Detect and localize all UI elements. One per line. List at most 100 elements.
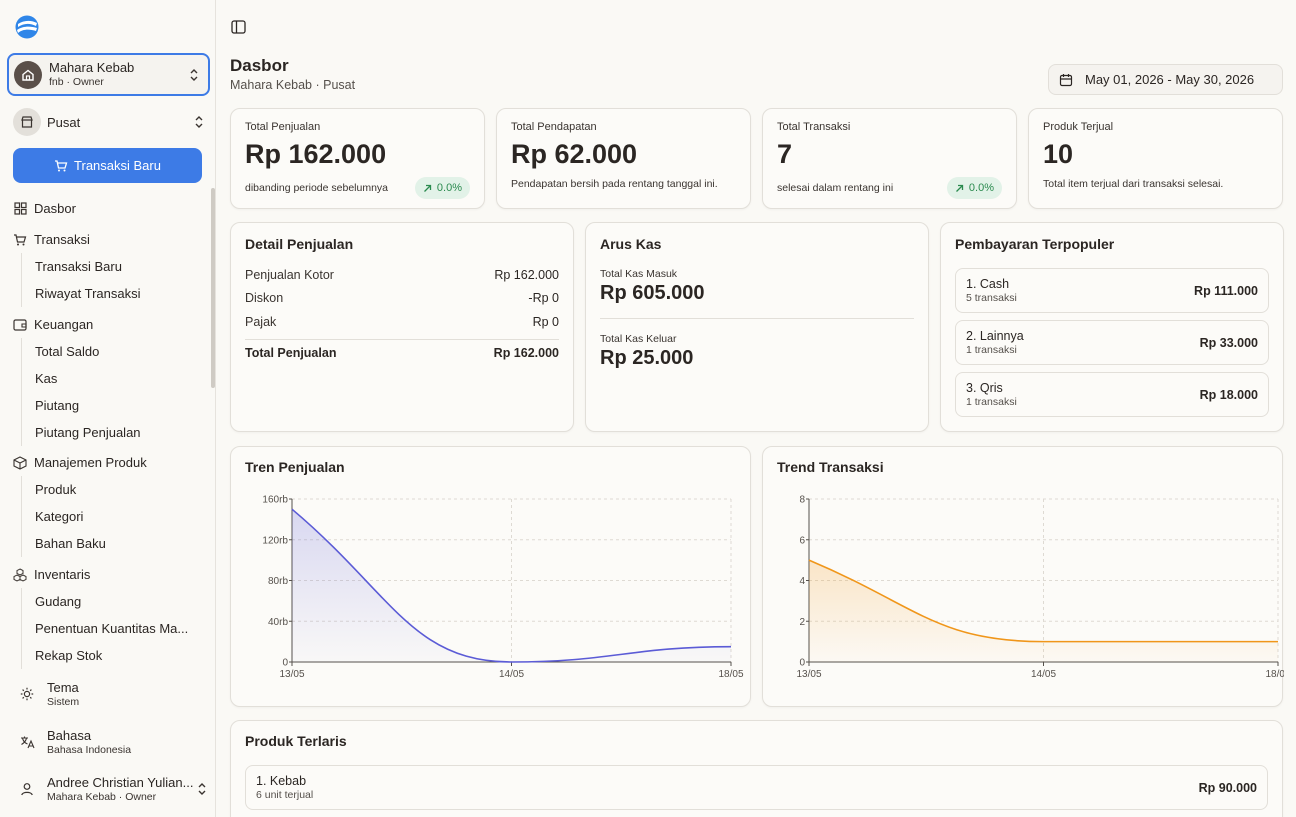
payment-item[interactable]: 3. Qris 1 transaksi Rp 18.000	[955, 372, 1269, 417]
nav-sub-item[interactable]: Piutang Penjualan	[35, 425, 141, 440]
series-area	[809, 560, 1278, 662]
cart-icon	[55, 159, 68, 171]
product-name: 1. Kebab	[256, 774, 307, 788]
translate-icon	[18, 735, 36, 749]
language-menu[interactable]: Bahasa Bahasa Indonesia	[18, 728, 208, 756]
nav-item-keuangan[interactable]: Keuangan	[0, 311, 212, 338]
branch-switcher[interactable]: Pusat	[13, 108, 205, 136]
x-tick-label: 13/05	[279, 669, 304, 680]
home-icon	[14, 60, 42, 89]
stat-value: Rp 162.000	[245, 139, 387, 169]
chevron-updown-icon	[195, 116, 203, 128]
nav-sub-item[interactable]: Transaksi Baru	[35, 259, 122, 274]
series-area	[292, 509, 731, 662]
nav-sub-item[interactable]: Produk	[35, 482, 77, 497]
product-item[interactable]: 1. Kebab 6 unit terjual Rp 90.000	[245, 765, 1268, 810]
org-name: Mahara Kebab	[49, 60, 135, 75]
cash-out-value: Rp 25.000	[600, 347, 694, 369]
box-icon	[13, 455, 27, 470]
nav-item-dasbor[interactable]: Dasbor	[0, 195, 212, 222]
y-tick-label: 4	[799, 576, 805, 587]
boxes-icon	[13, 567, 27, 582]
sidebar-nav: Dasbor Transaksi Transaksi Baru Riwayat …	[0, 195, 212, 669]
cart-icon	[13, 233, 27, 247]
x-tick-label: 13/05	[796, 669, 821, 680]
date-range-label: May 01, 2026 - May 30, 2026	[1085, 72, 1255, 87]
sales-trend-chart-card: Tren Penjualan 0 40rb 80rb 120rb 160rb 13/05 1…	[230, 446, 751, 707]
nav-label: Keuangan	[34, 317, 94, 332]
row-label: Diskon	[245, 291, 284, 305]
branch-name: Pusat	[47, 114, 81, 130]
language-title: Bahasa	[47, 728, 92, 743]
card-title: Arus Kas	[600, 236, 662, 252]
top-payments-card: Pembayaran Terpopuler 1. Cash 5 transaksi…	[940, 222, 1284, 432]
chevron-updown-icon	[190, 68, 198, 81]
nav-sub-item[interactable]: Riwayat Transaksi	[35, 286, 141, 301]
theme-value: Sistem	[47, 695, 80, 708]
payment-count: 1 transaksi	[966, 396, 1017, 408]
payment-count: 5 transaksi	[966, 292, 1017, 304]
stat-note: selesai dalam rentang ini	[777, 182, 894, 194]
nav-sub-item[interactable]: Penentuan Kuantitas Ma...	[35, 621, 189, 636]
user-menu[interactable]: Andree Christian Yulian... Mahara Kebab …	[18, 776, 208, 803]
date-range-picker[interactable]: May 01, 2026 - May 30, 2026	[1048, 64, 1283, 95]
sidebar-toggle-icon[interactable]	[231, 20, 246, 34]
nav-label: Transaksi	[34, 232, 90, 247]
sales-detail-row: Penjualan Kotor Rp 162.000	[245, 268, 559, 282]
y-tick-label: 80rb	[268, 576, 288, 587]
cash-in-label: Total Kas Masuk	[600, 268, 678, 280]
nav-sub-item[interactable]: Total Saldo	[35, 344, 100, 359]
nav-item-manajemen-produk[interactable]: Manajemen Produk	[0, 449, 212, 476]
payment-item[interactable]: 1. Cash 5 transaksi Rp 111.000	[955, 268, 1269, 313]
nav-sub-item[interactable]: Gudang	[35, 594, 82, 609]
org-switcher[interactable]: Mahara Kebab fnb · Owner	[7, 53, 210, 96]
divider	[245, 339, 559, 340]
payment-count: 1 transaksi	[966, 344, 1017, 356]
nav-sub-item[interactable]: Rekap Stok	[35, 648, 103, 663]
stat-label: Total Transaksi	[777, 121, 851, 133]
theme-title: Tema	[47, 680, 79, 695]
divider	[600, 318, 914, 319]
sidebar-scrollbar[interactable]	[211, 188, 215, 388]
payment-value: Rp 18.000	[1199, 387, 1258, 402]
nav-sub-item[interactable]: Piutang	[35, 398, 80, 413]
stat-card-total-penjualan: Total Penjualan Rp 162.000 dibanding per…	[230, 108, 485, 209]
nav-label: Dasbor	[34, 201, 76, 216]
x-tick-label: 18/05	[718, 669, 743, 680]
nav-sub-item[interactable]: Bahan Baku	[35, 536, 106, 551]
stat-value: 7	[777, 139, 793, 169]
payment-name: 3. Qris	[966, 381, 1003, 395]
nav-sub-item[interactable]: Kas	[35, 371, 58, 386]
page-title: Dasbor	[230, 56, 289, 75]
y-tick-label: 0	[282, 658, 288, 669]
x-tick-label: 14/05	[499, 669, 524, 680]
transaction-trend-chart-card: Trend Transaksi 0 2 4 6 8 13/05 14/05 18/05	[762, 446, 1284, 707]
row-value: Rp 162.000	[494, 268, 559, 282]
y-tick-label: 6	[799, 535, 805, 546]
sales-detail-card: Detail Penjualan Penjualan Kotor Rp 162.0…	[230, 222, 574, 432]
card-title: Detail Penjualan	[245, 236, 354, 252]
nav-item-transaksi[interactable]: Transaksi	[0, 226, 212, 253]
y-tick-label: 40rb	[268, 617, 288, 628]
arrow-up-right-icon	[423, 184, 432, 192]
app-logo-icon[interactable]	[14, 14, 40, 40]
nav-label: Inventaris	[34, 567, 91, 582]
new-transaction-label: Transaksi Baru	[74, 158, 161, 173]
y-tick-label: 160rb	[262, 495, 288, 506]
y-tick-label: 120rb	[262, 535, 288, 546]
new-transaction-button[interactable]: Transaksi Baru	[13, 148, 202, 183]
payment-item[interactable]: 2. Lainnya 1 transaksi Rp 33.000	[955, 320, 1269, 365]
stat-card-total-transaksi: Total Transaksi 7 selesai dalam rentang …	[762, 108, 1017, 209]
user-name: Andree Christian Yulian...	[47, 776, 194, 790]
stat-label: Total Penjualan	[245, 121, 321, 133]
nav-item-inventaris[interactable]: Inventaris	[0, 561, 212, 588]
series-line	[291, 508, 732, 663]
store-icon	[13, 108, 41, 136]
main-content: Dasbor Mahara Kebab · Pusat May 01, 2026…	[216, 0, 1296, 817]
row-label: Pajak	[245, 315, 277, 329]
cash-in-value: Rp 605.000	[600, 282, 705, 304]
theme-menu[interactable]: Tema Sistem	[18, 680, 208, 708]
nav-sub-item[interactable]: Kategori	[35, 509, 84, 524]
stat-card-produk-terjual: Produk Terjual 10 Total item terjual dar…	[1028, 108, 1283, 209]
row-label: Total Penjualan	[245, 346, 337, 360]
